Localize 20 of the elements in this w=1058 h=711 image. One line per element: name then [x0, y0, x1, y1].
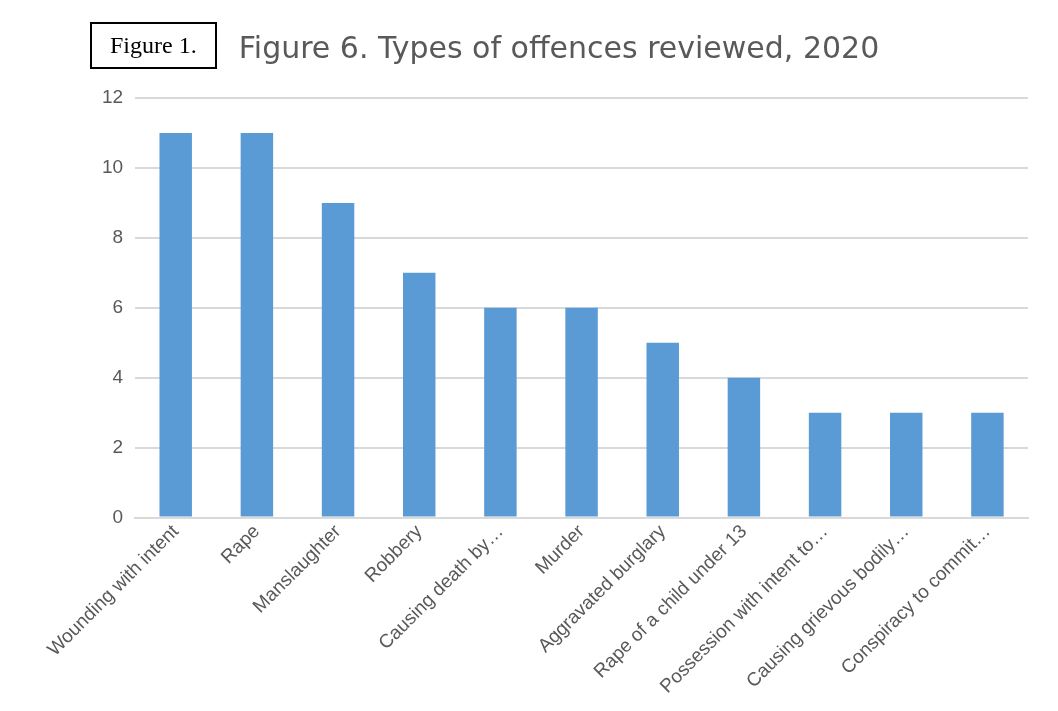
y-tick-label: 4 [112, 365, 124, 387]
bar [321, 202, 355, 517]
y-tick-label: 0 [112, 505, 124, 527]
y-tick-label: 2 [112, 435, 124, 457]
y-tick-label: 10 [101, 156, 124, 178]
bar [971, 412, 1004, 517]
bar [890, 412, 923, 517]
y-tick-label: 12 [101, 86, 124, 108]
bar [159, 132, 192, 517]
caption: Figure 1. [90, 22, 217, 69]
y-tick-label: 8 [112, 226, 124, 248]
chart-title: Figure 6. Types of offences reviewed, 2020 [238, 29, 880, 65]
bar [646, 342, 679, 517]
bar [402, 272, 436, 517]
bar [727, 377, 761, 517]
bar [240, 132, 274, 517]
bar [808, 412, 842, 517]
bar [484, 307, 517, 517]
bar [565, 307, 598, 517]
y-tick-label: 6 [112, 296, 124, 318]
